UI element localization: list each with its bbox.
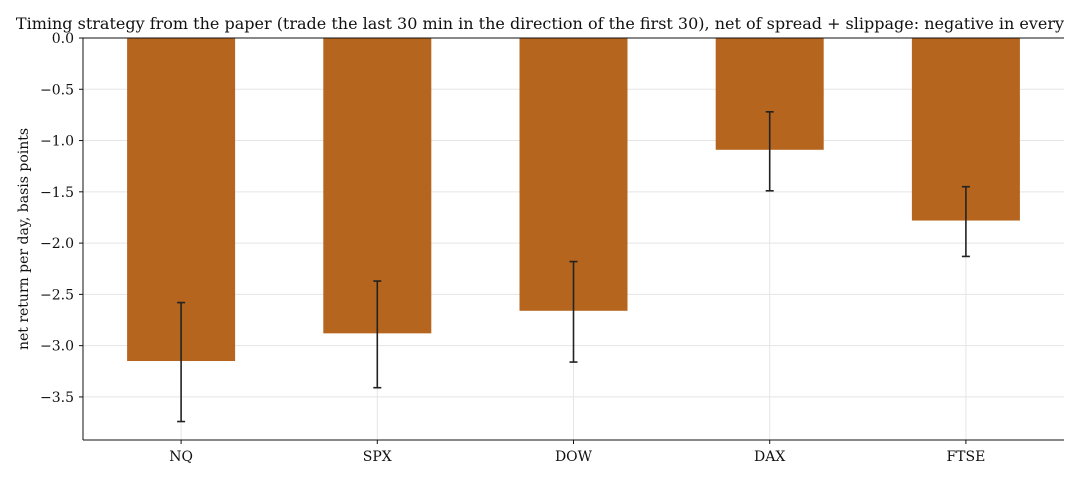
x-tick-label: SPX [363, 449, 392, 465]
y-tick-label: −2.5 [40, 287, 74, 303]
error-bars-group [177, 111, 970, 423]
y-tick-label: −1.0 [40, 134, 74, 150]
y-axis-ticks: 0.0 −0.5 −1.0 −1.5 −2.0 −2.5 −3.0 −3.5 [40, 31, 83, 406]
x-tick-label: FTSE [946, 449, 985, 465]
y-tick-label: −3.0 [40, 339, 74, 355]
y-tick-label: 0.0 [52, 31, 74, 47]
x-tick-label: DAX [754, 449, 785, 465]
bars-group [127, 38, 1020, 362]
x-axis-ticks: NQ SPX DOW DAX FTSE [169, 440, 985, 465]
y-tick-label: −2.0 [40, 236, 74, 252]
y-tick-label: −0.5 [40, 82, 74, 98]
y-axis-label: net return per day, basis points [16, 128, 32, 350]
x-tick-label: DOW [555, 449, 593, 465]
y-tick-label: −3.5 [40, 390, 74, 406]
chart-title: Timing strategy from the paper (trade th… [16, 14, 1064, 33]
x-tick-label: NQ [169, 449, 193, 465]
y-tick-label: −1.5 [40, 185, 74, 201]
